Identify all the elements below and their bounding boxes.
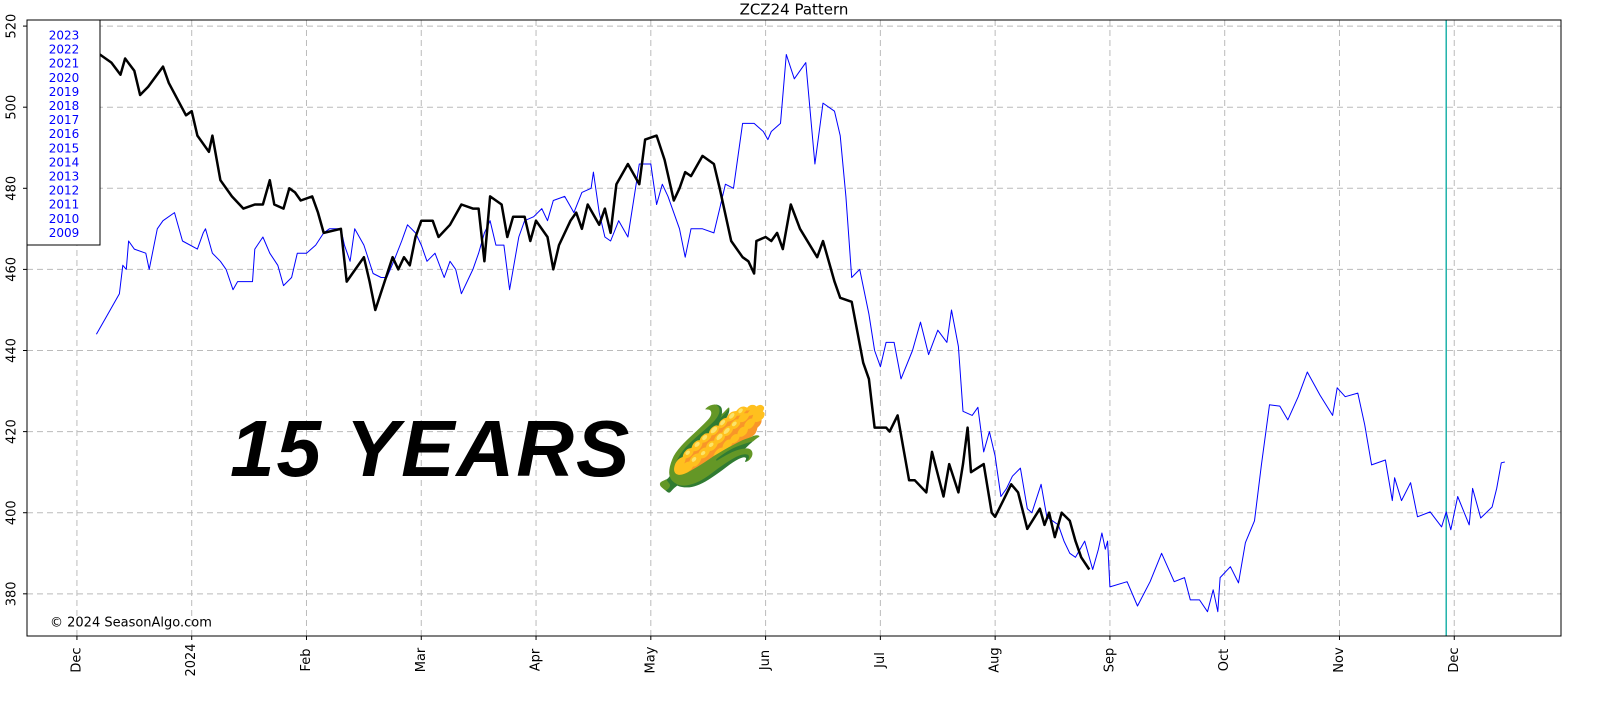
y-tick-label: 420 [5, 419, 20, 444]
x-tick-label: Apr [529, 648, 544, 671]
legend-label: 2018 [49, 99, 80, 113]
chart-title: ZCZ24 Pattern [740, 1, 849, 19]
y-tick-label: 460 [5, 257, 20, 282]
y-tick-label: 440 [5, 338, 20, 363]
legend-label: 2022 [49, 43, 80, 57]
plot-frame [26, 19, 1562, 637]
y-tick-label: 380 [5, 581, 20, 606]
x-tick-label: Jul [873, 652, 888, 669]
annotation: 15 YEARS 🌽 [230, 401, 770, 494]
legend-label: 2016 [49, 127, 80, 141]
x-tick-label: Feb [299, 648, 314, 671]
legend-label: 2010 [49, 212, 80, 226]
copyright: © 2024 SeasonAlgo.com [50, 616, 212, 631]
x-tick-label: Nov [1332, 647, 1347, 673]
legend-label: 2011 [49, 198, 80, 212]
x-tick-label: May [643, 646, 658, 673]
series-line [95, 54, 1505, 613]
legend-label: 2023 [49, 29, 80, 43]
legend-box [26, 19, 101, 246]
x-tick-label: Sep [1102, 648, 1117, 673]
legend-label: 2014 [49, 155, 80, 169]
legend-label: 2019 [49, 85, 80, 99]
y-tick-label: 480 [5, 176, 20, 201]
x-tick-label: Oct [1217, 649, 1232, 671]
x-tick-label: Jun [758, 650, 773, 671]
x-tick-label: Mar [414, 647, 429, 672]
y-tick-label: 500 [5, 95, 20, 120]
y-tick-label: 520 [5, 14, 20, 39]
y-tick-label: 400 [5, 500, 20, 525]
legend-label: 2009 [49, 226, 80, 240]
legend-label: 2012 [49, 184, 80, 198]
legend-label: 2015 [49, 141, 80, 155]
x-tick-label: Aug [988, 647, 1003, 672]
series-line [99, 53, 1091, 571]
legend-label: 2021 [49, 57, 80, 71]
x-tick-label: 2024 [184, 643, 199, 676]
legend-label: 2017 [49, 113, 80, 127]
legend-label: 2020 [49, 71, 80, 85]
x-tick-label: Dec [1447, 647, 1462, 672]
legend-label: 2013 [49, 170, 80, 184]
x-tick-label: Dec [69, 647, 84, 672]
